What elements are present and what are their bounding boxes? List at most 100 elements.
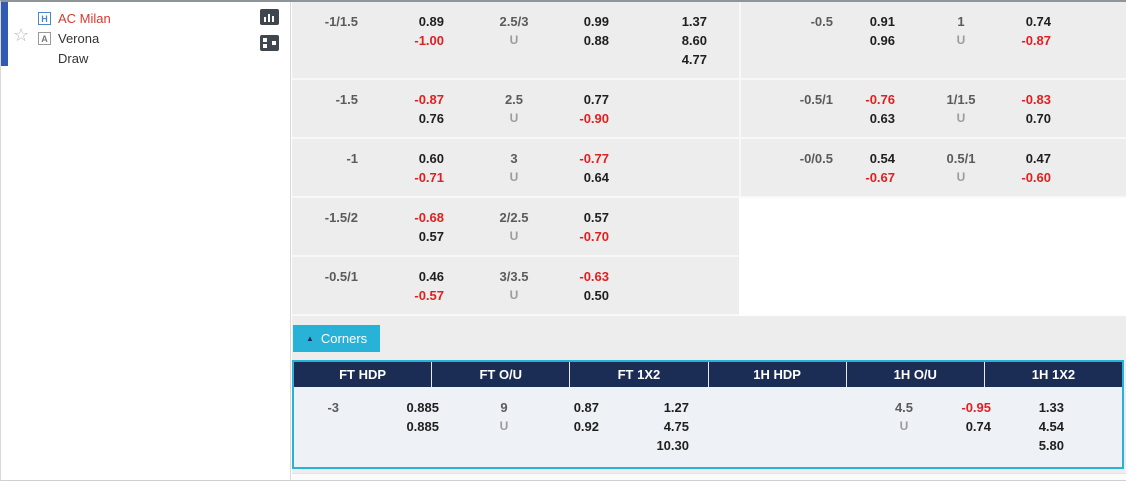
- ft-hdp-home-odds[interactable]: -0.87: [414, 92, 444, 107]
- ft-ou-line: 2/2.5 U: [475, 208, 553, 246]
- match-info: ☆ H AC Milan A Verona Draw: [1, 2, 290, 66]
- ft-hdp-away-odds[interactable]: -0.71: [414, 170, 444, 185]
- ft-1x2-odds: [609, 208, 707, 246]
- ft-under-odds[interactable]: -0.90: [579, 111, 609, 126]
- ft-hdp-home-odds[interactable]: 0.89: [418, 14, 444, 29]
- ft-hdp-away-odds[interactable]: 0.57: [418, 229, 444, 244]
- ft-over-odds[interactable]: 0.57: [583, 210, 609, 225]
- corners-ft-ou-odds: 0.87 0.92: [544, 398, 599, 455]
- corners-ft-1x2-away[interactable]: 10.30: [656, 438, 689, 453]
- odds-row: -1.5/2 -0.68 0.57 2/2.5 U 0.57 -0.70: [292, 198, 1126, 257]
- ft-ou-odds: -0.77 0.64: [553, 149, 609, 187]
- corners-ft-hdp-away-odds[interactable]: 0.885: [406, 419, 439, 434]
- corners-ft-hdp-home-odds[interactable]: 0.885: [406, 400, 439, 415]
- fh-over-odds[interactable]: -0.83: [1021, 92, 1051, 107]
- lineup-grid-icon[interactable]: [260, 35, 279, 51]
- fh-under-odds[interactable]: -0.87: [1021, 33, 1051, 48]
- full-time-odds-block: -1.5/2 -0.68 0.57 2/2.5 U 0.57 -0.70: [292, 198, 739, 257]
- fh-hdp-away-odds[interactable]: 0.63: [869, 111, 895, 126]
- away-team-name: Verona: [58, 31, 100, 46]
- ft-under-odds[interactable]: 0.88: [583, 33, 609, 48]
- full-time-odds-block: -1.5 -0.87 0.76 2.5 U 0.77 -0.90: [292, 80, 739, 139]
- ft-hdp-home-odds[interactable]: 0.60: [418, 151, 444, 166]
- corners-1h-1x2-draw[interactable]: 4.54: [1038, 419, 1064, 434]
- odds-row: -0.5/1 0.46 -0.57 3/3.5 U -0.63 0.50: [292, 257, 1126, 316]
- favorite-star-icon[interactable]: ☆: [13, 25, 30, 45]
- ft-ou-odds: 0.57 -0.70: [553, 208, 609, 246]
- ft-under-odds[interactable]: 0.64: [583, 170, 609, 185]
- corners-1h-ou-odds: -0.95 0.74: [944, 398, 991, 455]
- match-tools: [260, 9, 279, 51]
- corners-tab[interactable]: ▲ Corners: [293, 325, 381, 352]
- ft-hdp-odds: 0.89 -1.00: [358, 12, 444, 69]
- away-team-row[interactable]: A Verona: [38, 31, 290, 46]
- ft-hdp-line: -0.5/1: [324, 269, 358, 284]
- ft-hdp-odds: -0.87 0.76: [358, 90, 444, 128]
- statistics-icon[interactable]: [260, 9, 279, 25]
- fh-ou-odds: -0.83 0.70: [1001, 90, 1051, 128]
- under-label: U: [899, 419, 909, 433]
- ft-hdp-away-odds[interactable]: -1.00: [414, 33, 444, 48]
- ft-over-odds[interactable]: 0.77: [583, 92, 609, 107]
- first-half-odds-empty: [739, 198, 1126, 257]
- bottom-divider: [292, 473, 1126, 480]
- corners-1h-ou-line: 4.5 U: [864, 398, 944, 455]
- ft-hdp-away-odds[interactable]: 0.76: [418, 111, 444, 126]
- ft-over-odds[interactable]: -0.77: [579, 151, 609, 166]
- corners-1h-over-odds[interactable]: -0.95: [961, 400, 991, 415]
- ft-ou-line: 2.5 U: [475, 90, 553, 128]
- corners-ft-under-odds[interactable]: 0.92: [573, 419, 599, 434]
- ft-1x2-away[interactable]: 4.77: [681, 52, 707, 67]
- fh-hdp-home-odds[interactable]: -0.76: [865, 92, 895, 107]
- fh-over-odds[interactable]: 0.47: [1025, 151, 1051, 166]
- ft-over-odds[interactable]: -0.63: [579, 269, 609, 284]
- corners-1h-1x2-away[interactable]: 5.80: [1038, 438, 1064, 453]
- ft-hdp-home-odds[interactable]: -0.68: [414, 210, 444, 225]
- corners-1h-1x2-home[interactable]: 1.33: [1038, 400, 1064, 415]
- ft-under-odds[interactable]: 0.50: [583, 288, 609, 303]
- ft-under-odds[interactable]: -0.70: [579, 229, 609, 244]
- corners-ft-1x2-home[interactable]: 1.27: [663, 400, 689, 415]
- corners-tab-label: Corners: [320, 331, 368, 346]
- fh-ou-odds: 0.47 -0.60: [1001, 149, 1051, 187]
- corners-ft-1x2-draw[interactable]: 4.75: [663, 419, 689, 434]
- header-1h-1x2: 1H 1X2: [1031, 367, 1076, 382]
- under-label: U: [509, 229, 519, 243]
- under-label: U: [509, 288, 519, 302]
- under-label: U: [956, 33, 966, 47]
- ft-1x2-draw[interactable]: 8.60: [681, 33, 707, 48]
- fh-hdp-line: -0.5/1: [799, 92, 833, 107]
- ft-hdp-line: -1.5: [335, 92, 358, 107]
- fh-under-odds[interactable]: 0.70: [1025, 111, 1051, 126]
- home-team-row[interactable]: H AC Milan: [38, 11, 290, 26]
- corners-1h-1x2-odds: 1.33 4.54 5.80: [991, 398, 1064, 455]
- corners-ft-over-odds[interactable]: 0.87: [573, 400, 599, 415]
- corners-1h-hdp-empty: [689, 398, 864, 455]
- fh-hdp-away-odds[interactable]: 0.96: [869, 33, 895, 48]
- ft-hdp-odds: 0.46 -0.57: [358, 267, 444, 305]
- ft-1x2-odds: 1.37 8.60 4.77: [609, 12, 707, 69]
- ft-over-odds[interactable]: 0.99: [583, 14, 609, 29]
- fh-hdp-away-odds[interactable]: -0.67: [865, 170, 895, 185]
- fh-under-odds[interactable]: -0.60: [1021, 170, 1051, 185]
- under-label: U: [509, 170, 519, 184]
- away-badge: A: [38, 32, 51, 45]
- ft-hdp-away-odds[interactable]: -0.57: [414, 288, 444, 303]
- corners-1h-under-odds[interactable]: 0.74: [965, 419, 991, 434]
- fh-over-odds[interactable]: 0.74: [1025, 14, 1051, 29]
- ft-hdp-home-odds[interactable]: 0.46: [418, 269, 444, 284]
- corners-section: ▲ Corners FT HDP FT O/U FT 1X2 1H HDP 1H…: [292, 325, 1124, 469]
- fh-hdp-home-odds[interactable]: 0.54: [869, 151, 895, 166]
- home-team-name: AC Milan: [58, 11, 111, 26]
- ft-1x2-odds: [609, 267, 707, 305]
- ft-1x2-home[interactable]: 1.37: [681, 14, 707, 29]
- fh-hdp-home-odds[interactable]: 0.91: [869, 14, 895, 29]
- odds-area: -1/1.5 0.89 -1.00 2.5/3 U 0.99 0.88 1.37 …: [292, 2, 1126, 480]
- collapse-caret-icon: ▲: [306, 334, 314, 343]
